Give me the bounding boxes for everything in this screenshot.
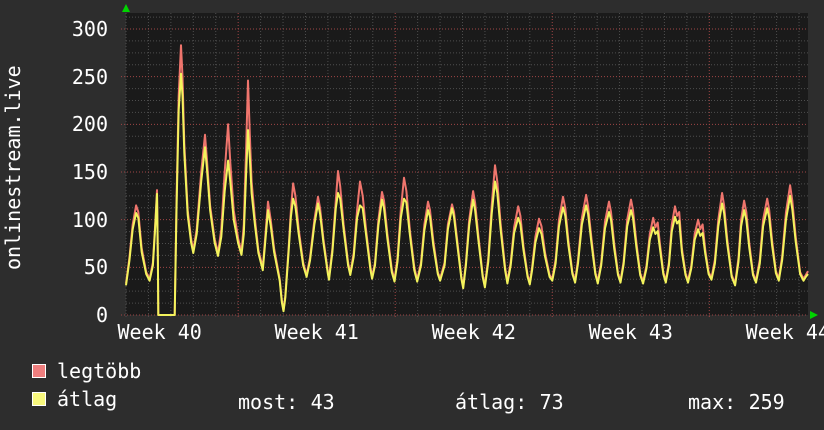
stat-most: most: 43 <box>238 390 335 414</box>
legend-item-atlag: átlag <box>32 387 118 411</box>
y-axis-label: 0 <box>95 303 108 327</box>
x-axis-label: Week 43 <box>588 320 673 344</box>
legend-item-legtobb: legtöbb <box>32 359 142 383</box>
stat-atlag: átlag: 73 <box>455 390 564 414</box>
y-axis-label: 250 <box>71 64 108 89</box>
y-axis-label: 100 <box>71 207 108 232</box>
x-axis-label: Week 40 <box>117 320 202 344</box>
y-axis-label: 150 <box>71 160 108 184</box>
chart <box>121 4 818 319</box>
series-legtöbb <box>125 44 809 316</box>
y-axis-label: 200 <box>71 112 108 137</box>
plot-area <box>121 4 818 319</box>
x-axis-arrow-icon <box>810 311 818 319</box>
stat-most-value: 43 <box>310 390 335 414</box>
stat-max-label: max: <box>688 390 737 414</box>
legend-label-legtobb: legtöbb <box>57 359 142 383</box>
stat-atlag-label: átlag: <box>455 390 528 414</box>
series-átlag <box>125 72 809 316</box>
legend-swatch-atlag <box>32 392 46 406</box>
y-axis-label: 50 <box>83 255 108 280</box>
stat-max: max: 259 <box>688 390 785 414</box>
legend-label-atlag: átlag <box>57 387 118 411</box>
x-axis-label: Week 44 <box>745 320 824 344</box>
stat-atlag-value: 73 <box>539 390 564 414</box>
legend-swatch-legtobb <box>32 364 46 378</box>
x-axis-label: Week 42 <box>431 320 516 344</box>
y-axis-arrow-icon <box>122 4 130 12</box>
x-axis-label: Week 41 <box>274 320 359 344</box>
stat-max-value: 259 <box>748 390 785 414</box>
y-axis-label: 300 <box>71 17 108 41</box>
stat-most-label: most: <box>238 390 299 414</box>
